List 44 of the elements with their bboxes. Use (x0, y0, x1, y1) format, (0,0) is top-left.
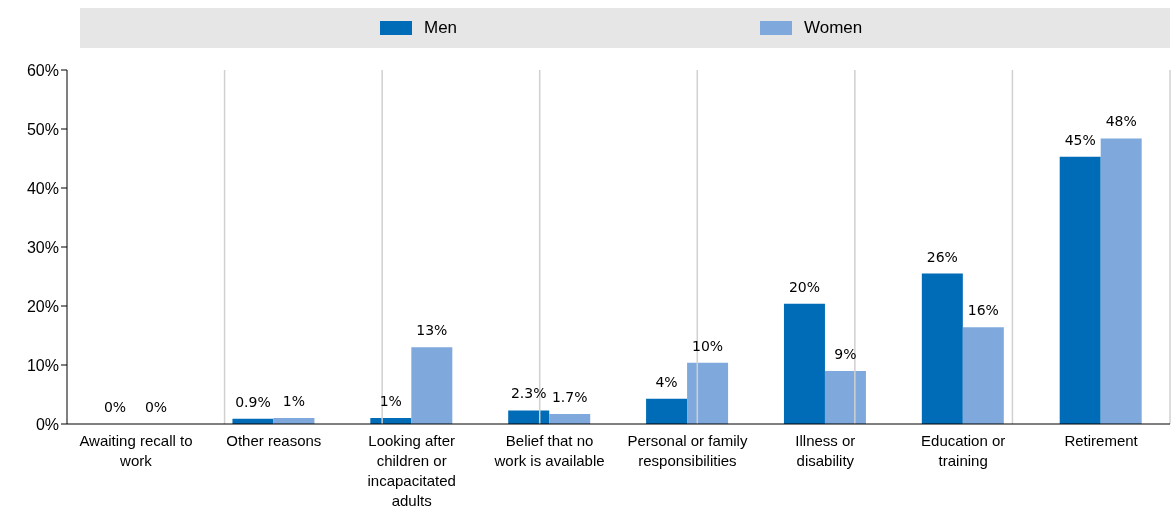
data-label: 10% (692, 337, 724, 354)
legend-label: Men (424, 18, 458, 38)
data-label: 1% (379, 393, 402, 410)
x-tick-label: Other reasons (226, 432, 322, 449)
data-label: 0% (144, 398, 168, 415)
x-tick-label: Education or training (921, 432, 1006, 469)
bar (646, 398, 688, 424)
data-label: 0% (103, 398, 127, 415)
bar (962, 327, 1004, 424)
bar (1100, 138, 1142, 424)
bar (508, 410, 550, 424)
x-tick-label: Awaiting recall to work (79, 432, 193, 469)
data-label: 0.9% (235, 393, 271, 410)
y-tick-label: 30% (26, 238, 59, 256)
bar (549, 413, 591, 424)
data-label: 4% (655, 373, 678, 390)
y-tick-label: 40% (26, 179, 59, 197)
x-tick-label: Belief that no work is available (493, 432, 605, 469)
x-tick-label: Personal or family responsibilities (627, 432, 748, 469)
bar (411, 347, 453, 424)
bar (687, 362, 729, 424)
data-label: 1% (282, 393, 306, 410)
data-label: 9% (834, 345, 857, 362)
data-label: 13% (416, 322, 448, 339)
bar (824, 370, 866, 424)
y-tick-label: 10% (26, 356, 59, 374)
bar (783, 303, 825, 424)
y-tick-label: 20% (26, 297, 59, 315)
data-label: 20% (788, 278, 821, 295)
y-tick-label: 0% (35, 415, 59, 433)
data-label: 2.3% (510, 385, 547, 402)
bar (921, 273, 963, 424)
data-label: 45% (1064, 131, 1096, 148)
data-label: 1.7% (551, 388, 588, 405)
x-tick-label: Illness or disability (795, 432, 856, 469)
legend-label: Women (804, 18, 863, 38)
data-label: 48% (1105, 113, 1137, 130)
data-label: 16% (967, 302, 999, 319)
bar (1059, 156, 1101, 424)
y-tick-label: 50% (26, 120, 59, 138)
x-tick-label: Retirement (1064, 432, 1139, 449)
x-tick-label: Looking after children or incapacitated adults (367, 432, 456, 509)
data-label: 26% (926, 248, 958, 265)
y-tick-label: 60% (26, 61, 59, 79)
